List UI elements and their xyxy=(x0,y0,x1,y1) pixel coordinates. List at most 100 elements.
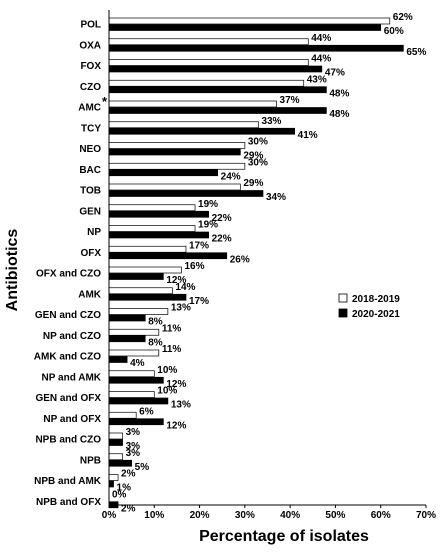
x-tick-label: 60% xyxy=(371,510,391,521)
y-axis-title: Antibiotics xyxy=(4,229,21,312)
bar-2018-2019 xyxy=(108,38,309,46)
bar-2018-2019 xyxy=(108,287,173,295)
bar-2018-2019 xyxy=(108,183,241,191)
bar-2018-2019 xyxy=(108,308,169,315)
x-axis-title: Percentage of isolates xyxy=(199,528,369,545)
bar-2018-2019 xyxy=(108,204,196,212)
value-label-2018-2019: 44% xyxy=(311,54,331,65)
bar-2020-2021 xyxy=(108,24,382,31)
value-label-2020-2021: 48% xyxy=(329,109,349,120)
category-label: OFX xyxy=(80,248,101,259)
category-label: NPB and AMK xyxy=(34,476,102,487)
legend-label-2018-2019: 2018-2019 xyxy=(352,294,400,305)
value-label-2018-2019: 30% xyxy=(248,137,268,148)
value-label-2020-2021: 24% xyxy=(221,171,241,182)
value-label-2020-2021: 65% xyxy=(406,47,426,58)
bar-2018-2019 xyxy=(108,79,305,87)
category-label: NPB and CZO xyxy=(35,435,101,446)
category-label: NEO xyxy=(79,144,101,155)
value-label-2018-2019: 3% xyxy=(126,448,141,459)
value-label-2020-2021: 13% xyxy=(171,400,191,411)
bar-2020-2021 xyxy=(108,148,241,156)
category-label: POL xyxy=(80,20,101,31)
value-label-2018-2019: 30% xyxy=(248,157,268,168)
bar-2018-2019 xyxy=(108,411,137,419)
value-label-2018-2019: 19% xyxy=(198,220,218,231)
bar-2018-2019 xyxy=(108,266,182,274)
bar-2020-2021 xyxy=(108,86,327,94)
value-label-2018-2019: 11% xyxy=(162,323,182,334)
value-label-2018-2019: 2% xyxy=(121,469,136,480)
category-label: FOX xyxy=(80,61,101,72)
value-label-2020-2021: 4% xyxy=(130,358,145,369)
x-tick-label: 40% xyxy=(280,510,300,521)
value-label-2018-2019: 14% xyxy=(175,282,195,293)
category-label: OXA xyxy=(79,40,101,51)
category-label: GEN and OFX xyxy=(35,393,101,404)
category-label: TOB xyxy=(80,186,101,197)
value-label-2020-2021: 48% xyxy=(329,88,349,99)
category-label: OFX and CZO xyxy=(36,269,101,280)
value-label-2018-2019: 19% xyxy=(198,199,218,210)
bar-2018-2019 xyxy=(108,17,391,25)
bar-2018-2019 xyxy=(108,245,187,253)
bars-layer xyxy=(108,17,404,509)
category-label: NP and OFX xyxy=(43,414,101,425)
legend-swatch-2018-2019 xyxy=(338,293,348,303)
bar-2018-2019 xyxy=(108,370,155,378)
bar-2020-2021 xyxy=(108,65,323,73)
value-label-2020-2021: 3% xyxy=(126,441,141,452)
value-label-2018-2019: 44% xyxy=(311,33,331,44)
value-label-2018-2019: 6% xyxy=(139,406,154,417)
value-label-2020-2021: 26% xyxy=(230,254,250,265)
category-label: TCY xyxy=(81,123,101,134)
bar-2020-2021 xyxy=(108,210,209,218)
category-label: NP and AMK xyxy=(42,372,102,383)
bar-2018-2019 xyxy=(108,59,309,66)
category-label: NP xyxy=(87,227,101,238)
category-label: NP and CZO xyxy=(43,331,101,342)
value-label-2018-2019: 17% xyxy=(189,240,209,251)
value-label-2018-2019: 16% xyxy=(184,261,204,272)
x-tick-label: 10% xyxy=(144,510,164,521)
bar-2018-2019 xyxy=(108,142,246,149)
value-label-2018-2019: 10% xyxy=(157,365,177,376)
category-label: GEN and CZO xyxy=(35,310,101,321)
value-label-2018-2019: 29% xyxy=(243,178,263,189)
annotation-mark: * xyxy=(102,94,108,109)
bar-2020-2021 xyxy=(108,190,264,197)
value-label-2018-2019: 0% xyxy=(112,489,127,500)
bar-2018-2019 xyxy=(108,225,196,232)
legend: 2018-2019 2020-2021 xyxy=(338,293,400,320)
bar-2018-2019 xyxy=(108,391,155,398)
category-label: GEN xyxy=(79,206,101,217)
bar-2020-2021 xyxy=(108,252,228,260)
value-label-2020-2021: 5% xyxy=(135,462,150,473)
bar-2020-2021 xyxy=(108,459,132,467)
value-label-2020-2021: 2% xyxy=(121,503,136,514)
bar-2020-2021 xyxy=(108,418,164,426)
value-label-2020-2021: 47% xyxy=(325,68,345,79)
axes-layer: 0% 10% 20% 30% 40% 50% 60% 70% xyxy=(102,10,436,521)
bar-2020-2021 xyxy=(108,169,219,177)
legend-label-2020-2021: 2020-2021 xyxy=(352,309,400,320)
x-tick-label: 0% xyxy=(102,510,117,521)
bar-2020-2021 xyxy=(108,231,209,239)
bar-2018-2019 xyxy=(108,328,160,336)
bar-2020-2021 xyxy=(108,356,128,363)
value-label-2018-2019: 37% xyxy=(280,95,300,106)
value-label-2020-2021: 8% xyxy=(148,337,163,348)
value-label-2018-2019: 62% xyxy=(393,12,413,23)
value-label-2020-2021: 12% xyxy=(166,379,186,390)
value-label-2020-2021: 17% xyxy=(189,296,209,307)
bar-2020-2021 xyxy=(108,273,164,280)
value-label-2020-2021: 41% xyxy=(298,130,318,141)
bar-2018-2019 xyxy=(108,100,277,108)
value-label-2020-2021: 29% xyxy=(243,151,263,162)
bar-2020-2021 xyxy=(108,335,146,343)
value-label-2018-2019: 3% xyxy=(126,427,141,438)
bar-2020-2021 xyxy=(108,107,327,114)
